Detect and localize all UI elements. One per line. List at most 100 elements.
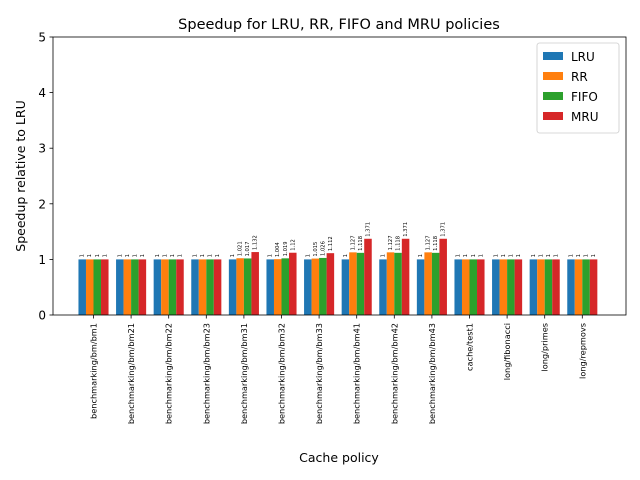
data-label: 1 bbox=[305, 254, 311, 257]
data-label: 1.132 bbox=[253, 235, 259, 250]
bar-fifo-9 bbox=[431, 252, 440, 315]
data-label: 1.12 bbox=[290, 239, 296, 251]
data-label: 1 bbox=[343, 254, 349, 257]
x-tick-label: benchmarking/bm/bm21 bbox=[126, 323, 136, 424]
bar-mru-5 bbox=[289, 252, 297, 315]
bar-mru-0 bbox=[101, 259, 109, 315]
x-tick-label: cache/test1 bbox=[465, 323, 475, 371]
x-axis: benchmarking/bm/bm1 benchmarking/bm/bm21 b… bbox=[89, 315, 587, 424]
bar-mru-1 bbox=[138, 259, 147, 315]
data-label: 1 bbox=[155, 254, 161, 257]
data-label: 1 bbox=[87, 254, 93, 257]
bar-rr-10 bbox=[461, 259, 470, 315]
data-label: 1.017 bbox=[245, 242, 251, 257]
bar-fifo-12 bbox=[544, 259, 553, 315]
bar-mru-9 bbox=[439, 238, 447, 315]
bar-rr-1 bbox=[123, 259, 132, 315]
data-label: 1.371 bbox=[441, 222, 447, 237]
legend-label-mru: MRU bbox=[571, 110, 598, 124]
data-label: 1 bbox=[162, 254, 168, 257]
data-label: 1 bbox=[132, 254, 138, 257]
bar-lru-10 bbox=[454, 259, 462, 315]
data-label: 1 bbox=[553, 254, 559, 257]
data-label: 1 bbox=[117, 254, 123, 257]
x-tick-label: benchmarking/bm/bm22 bbox=[164, 323, 174, 424]
y-tick-label: 2 bbox=[38, 197, 46, 211]
data-label: 1.004 bbox=[275, 242, 281, 258]
data-label: 1.021 bbox=[238, 241, 244, 256]
data-label: 1 bbox=[576, 254, 582, 257]
chart-title: Speedup for LRU, RR, FIFO and MRU polici… bbox=[178, 17, 500, 33]
x-tick-label: benchmarking/bm/bm42 bbox=[389, 323, 399, 424]
bar-mru-12 bbox=[552, 259, 560, 315]
data-label: 1 bbox=[456, 254, 462, 257]
bar-fifo-3 bbox=[206, 259, 214, 315]
bar-fifo-2 bbox=[168, 259, 177, 315]
data-label: 1 bbox=[508, 254, 514, 257]
data-label: 1 bbox=[531, 254, 537, 257]
bar-lru-12 bbox=[529, 259, 538, 315]
data-label: 1.118 bbox=[433, 236, 439, 251]
data-label: 1.371 bbox=[365, 222, 371, 237]
bar-mru-8 bbox=[401, 238, 410, 315]
bar-lru-4 bbox=[228, 259, 237, 315]
data-label: 1 bbox=[584, 254, 590, 257]
y-axis-label: Speedup relative to LRU bbox=[13, 100, 28, 251]
legend-box bbox=[536, 42, 620, 134]
data-label: 1 bbox=[170, 254, 176, 257]
bar-lru-11 bbox=[492, 259, 500, 315]
data-label: 1 bbox=[177, 254, 183, 257]
bar-lru-1 bbox=[116, 259, 124, 315]
plot-bars bbox=[78, 238, 598, 315]
legend-swatch-fifo bbox=[543, 92, 563, 100]
data-label: 1 bbox=[471, 254, 477, 257]
bar-fifo-13 bbox=[582, 259, 590, 315]
data-label: 1.127 bbox=[388, 235, 394, 250]
bar-rr-2 bbox=[161, 259, 169, 315]
data-label: 1.118 bbox=[358, 236, 364, 251]
data-label: 1 bbox=[193, 254, 199, 257]
data-label: 1.026 bbox=[320, 241, 326, 256]
bar-fifo-4 bbox=[243, 258, 252, 315]
plot-frame bbox=[52, 36, 627, 316]
bar-lru-3 bbox=[191, 259, 199, 315]
bar-rr-5 bbox=[273, 259, 282, 315]
data-label: 1 bbox=[268, 254, 274, 257]
data-label: 1 bbox=[208, 254, 214, 257]
bar-fifo-11 bbox=[507, 259, 515, 315]
legend-swatch-mru bbox=[543, 112, 563, 120]
legend-label-lru: LRU bbox=[571, 50, 595, 64]
data-label: 1 bbox=[538, 254, 544, 257]
bar-mru-2 bbox=[176, 259, 184, 315]
data-label: 1 bbox=[546, 254, 552, 257]
bar-lru-7 bbox=[341, 259, 350, 315]
y-tick-label: 3 bbox=[38, 142, 46, 156]
data-label: 1 bbox=[516, 254, 522, 257]
y-tick-label: 1 bbox=[38, 253, 46, 267]
x-axis-label: Cache policy bbox=[299, 450, 379, 465]
data-label: 1 bbox=[140, 254, 146, 257]
data-label: 1 bbox=[215, 254, 221, 257]
x-tick-label: benchmarking/bm/bm31 bbox=[239, 323, 249, 424]
data-label: 1 bbox=[478, 254, 484, 257]
bar-fifo-10 bbox=[469, 259, 478, 315]
bar-rr-0 bbox=[85, 259, 94, 315]
x-tick-label: benchmarking/bm/bm41 bbox=[352, 323, 362, 424]
data-label: 1 bbox=[95, 254, 101, 257]
bar-lru-8 bbox=[379, 259, 387, 315]
legend-label-fifo: FIFO bbox=[571, 90, 598, 104]
legend: LRU RR FIFO MRU bbox=[536, 42, 620, 134]
data-label: 1 bbox=[493, 254, 499, 257]
x-tick-label: long/primes bbox=[540, 323, 550, 372]
bar-lru-6 bbox=[304, 259, 312, 315]
bar-fifo-5 bbox=[281, 258, 290, 315]
bar-fifo-0 bbox=[93, 259, 102, 315]
y-axis: 0 1 2 3 4 5 bbox=[38, 31, 53, 323]
data-label: 1.127 bbox=[350, 235, 356, 250]
legend-swatch-lru bbox=[543, 52, 563, 60]
bar-rr-11 bbox=[499, 259, 508, 315]
data-label: 1.019 bbox=[283, 241, 289, 256]
data-label: 1 bbox=[200, 254, 206, 257]
